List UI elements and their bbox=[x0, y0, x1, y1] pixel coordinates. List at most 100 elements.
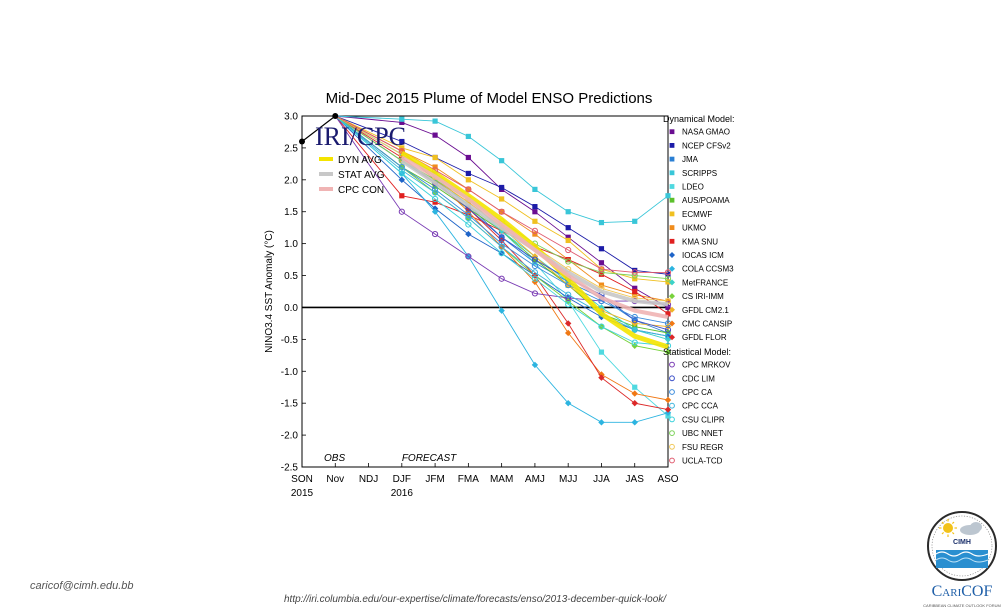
y-tick-label: -0.5 bbox=[281, 335, 299, 346]
legend-marker bbox=[670, 170, 675, 175]
x-tick-label: MJJ bbox=[559, 474, 577, 485]
legend-label: AUS/POAMA bbox=[682, 196, 730, 205]
series-point bbox=[599, 220, 604, 225]
legend-label: FSU REGR bbox=[682, 443, 724, 452]
series-point bbox=[466, 177, 471, 182]
x-tick-label: Nov bbox=[326, 474, 344, 485]
legend-marker bbox=[670, 198, 675, 203]
summary-legend-label: STAT AVG bbox=[338, 170, 385, 181]
legend-marker bbox=[670, 417, 675, 422]
series-point bbox=[399, 117, 404, 122]
series-point bbox=[566, 225, 571, 230]
series-point bbox=[499, 158, 504, 163]
legend-marker bbox=[670, 129, 675, 134]
series-point bbox=[532, 204, 537, 209]
y-tick-label: 0.0 bbox=[284, 303, 298, 314]
legend-label: ECMWF bbox=[682, 210, 712, 219]
x-year-label: 2015 bbox=[291, 488, 314, 499]
observed-point bbox=[299, 139, 305, 145]
x-tick-label: JJA bbox=[593, 474, 610, 485]
wave-icon bbox=[936, 550, 988, 568]
legend-marker bbox=[670, 225, 675, 230]
y-tick-label: 1.5 bbox=[284, 207, 298, 218]
series-point bbox=[599, 246, 604, 251]
enso-plume-chart: Mid-Dec 2015 Plume of Model ENSO Predict… bbox=[264, 90, 735, 499]
x-tick-label: MAM bbox=[490, 474, 513, 485]
x-tick-label: ASO bbox=[657, 474, 678, 485]
legend-label: CDC LIM bbox=[682, 374, 715, 383]
legend-label: UKMO bbox=[682, 224, 706, 233]
x-tick-label: DJF bbox=[393, 474, 411, 485]
legend-label: UCLA-TCD bbox=[682, 457, 723, 466]
y-tick-label: 2.5 bbox=[284, 143, 298, 154]
x-tick-label: JAS bbox=[626, 474, 645, 485]
legend-marker bbox=[669, 252, 675, 258]
legend-label: CMC CANSIP bbox=[682, 320, 732, 329]
legend-marker bbox=[670, 431, 675, 436]
y-tick-label: 3.0 bbox=[284, 112, 298, 123]
series-point bbox=[432, 119, 437, 124]
series-point bbox=[599, 260, 604, 265]
forecast-region-label: FORECAST bbox=[402, 453, 457, 464]
chart-title: Mid-Dec 2015 Plume of Model ENSO Predict… bbox=[326, 90, 653, 107]
y-tick-label: -2.5 bbox=[281, 463, 299, 474]
obs-region-label: OBS bbox=[324, 453, 345, 464]
series-point bbox=[532, 219, 537, 224]
slide: Mid-Dec 2015 Plume of Model ENSO Predict… bbox=[0, 0, 1008, 612]
iri-cpc-watermark: IRI/CPC bbox=[315, 122, 406, 151]
y-tick-label: 1.0 bbox=[284, 239, 298, 250]
series-point bbox=[499, 196, 504, 201]
series-point bbox=[532, 187, 537, 192]
legend-marker bbox=[670, 212, 675, 217]
x-tick-label: SON bbox=[291, 474, 313, 485]
legend-label: SCRIPPS bbox=[682, 169, 717, 178]
x-tick-label: FMA bbox=[458, 474, 479, 485]
legend-marker bbox=[670, 444, 675, 449]
legend-label: IOCAS ICM bbox=[682, 251, 724, 260]
logo-tagline: CARIBBEAN CLIMATE OUTLOOK FORUM bbox=[923, 603, 1001, 608]
legend-label: GFDL FLOR bbox=[682, 333, 727, 342]
series-point bbox=[632, 385, 637, 390]
legend-label: LDEO bbox=[682, 183, 704, 192]
summary-legend-label: CPC CON bbox=[338, 185, 384, 196]
x-year-label: 2016 bbox=[391, 488, 414, 499]
series-point bbox=[599, 350, 604, 355]
legend-marker bbox=[670, 376, 675, 381]
y-tick-label: -1.0 bbox=[281, 367, 299, 378]
series-point bbox=[632, 219, 637, 224]
legend-label: CPC MRKOV bbox=[682, 361, 731, 370]
legend-label: JMA bbox=[682, 155, 699, 164]
logo-badge-text: CIMH bbox=[953, 539, 971, 546]
series-point bbox=[466, 155, 471, 160]
legend-label: CPC CA bbox=[682, 388, 713, 397]
legend-marker bbox=[669, 293, 675, 299]
legend-label: NASA GMAO bbox=[682, 128, 730, 137]
x-tick-label: JFM bbox=[425, 474, 444, 485]
legend-label: CS IRI-IMM bbox=[682, 292, 724, 301]
legend-dynamical-header: Dynamical Model: bbox=[663, 114, 735, 124]
series-point bbox=[432, 155, 437, 160]
x-tick-label: AMJ bbox=[525, 474, 545, 485]
legend-marker bbox=[670, 403, 675, 408]
legend-marker bbox=[670, 239, 675, 244]
footer-email[interactable]: caricof@cimh.edu.bb bbox=[30, 580, 134, 592]
legend-label: NCEP CFSv2 bbox=[682, 141, 731, 150]
series-point bbox=[532, 209, 537, 214]
series-point bbox=[499, 185, 504, 190]
legend-marker bbox=[670, 362, 675, 367]
legend-marker bbox=[670, 143, 675, 148]
y-tick-label: -1.5 bbox=[281, 399, 299, 410]
y-tick-label: 2.0 bbox=[284, 175, 298, 186]
legend-label: COLA CCSM3 bbox=[682, 265, 734, 274]
series-point bbox=[632, 289, 637, 294]
legend-marker bbox=[670, 458, 675, 463]
series-point bbox=[432, 133, 437, 138]
legend-label: CPC CCA bbox=[682, 402, 719, 411]
footer-url[interactable]: http://iri.columbia.edu/our-expertise/cl… bbox=[284, 594, 666, 605]
legend-marker bbox=[670, 184, 675, 189]
legend-label: GFDL CM2.1 bbox=[682, 306, 729, 315]
legend-marker bbox=[670, 390, 675, 395]
y-tick-label: -2.0 bbox=[281, 431, 299, 442]
series-point bbox=[466, 134, 471, 139]
series-point bbox=[566, 209, 571, 214]
